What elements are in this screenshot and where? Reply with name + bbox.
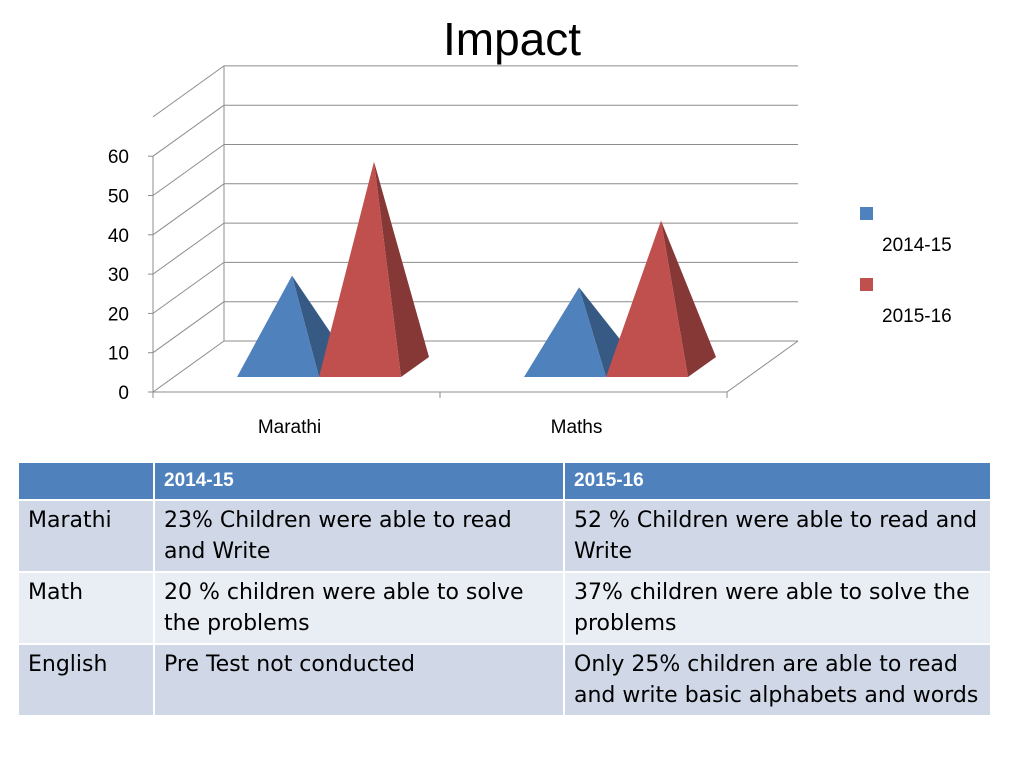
result-2014-15-cell: 20 % children were able to solve the pro… — [153, 571, 565, 645]
legend-swatch — [860, 207, 873, 220]
chart-gridlines — [152, 65, 799, 393]
y-tick-label: 40 — [108, 226, 129, 247]
y-axis-tick-labels: 0 10 20 30 40 50 60 — [108, 147, 129, 404]
result-2015-16-cell: 52 % Children were able to read and Writ… — [563, 499, 992, 573]
result-2014-15-cell: 23% Children were able to read and Write — [153, 499, 565, 573]
impact-table: 2014-15 2015-16 Marathi 23% Children wer… — [17, 461, 992, 717]
table-header-row: 2014-15 2015-16 — [17, 461, 992, 501]
pyramid-bar — [319, 161, 401, 377]
table-row: Math 20 % children were able to solve th… — [17, 571, 992, 645]
y-tick-label: 50 — [108, 187, 129, 208]
legend-swatch — [860, 278, 873, 291]
pyramid-chart: 0 10 20 30 40 50 60 Marathi Maths 2014-15 2015-1… — [108, 65, 952, 438]
x-category-label: Marathi — [258, 417, 321, 438]
chart-bars — [237, 161, 716, 377]
y-tick-label: 30 — [108, 265, 129, 286]
chart-legend: 2014-15 2015-16 — [860, 207, 952, 327]
y-tick-label: 60 — [108, 147, 129, 168]
side-gridline — [152, 144, 225, 196]
side-gridline — [152, 340, 225, 393]
header-cell-2014-15: 2014-15 — [153, 461, 565, 501]
side-gridline — [152, 301, 225, 354]
x-axis-category-labels: Marathi Maths — [258, 417, 603, 438]
subject-cell: English — [17, 643, 155, 717]
x-category-label: Maths — [551, 417, 603, 438]
side-gridline — [152, 65, 225, 118]
table-row: English Pre Test not conducted Only 25% … — [17, 643, 992, 717]
table-row: Marathi 23% Children were able to read a… — [17, 499, 992, 573]
pyramid-side-face — [374, 161, 429, 377]
page-title: Impact — [442, 13, 582, 65]
subject-cell: Marathi — [17, 499, 155, 573]
side-gridline — [152, 104, 225, 157]
y-tick-label: 0 — [118, 383, 129, 404]
side-gridline — [152, 222, 225, 275]
side-gridline — [152, 261, 225, 314]
chart-axes — [148, 155, 728, 398]
y-tick-label: 10 — [108, 344, 129, 365]
floor-edge — [726, 340, 799, 393]
subject-cell: Math — [17, 571, 155, 645]
y-tick-label: 20 — [108, 304, 129, 325]
side-gridline — [152, 183, 225, 236]
pyramid-bar — [606, 220, 688, 377]
legend-label: 2015-16 — [882, 306, 952, 327]
header-cell-subject — [17, 461, 155, 501]
result-2015-16-cell: Only 25% children are able to read and w… — [563, 643, 992, 717]
result-2014-15-cell: Pre Test not conducted — [153, 643, 565, 717]
pyramid-side-face — [661, 220, 716, 377]
pyramid-bar — [524, 287, 606, 377]
header-cell-2015-16: 2015-16 — [563, 461, 992, 501]
legend-label: 2014-15 — [882, 235, 952, 256]
result-2015-16-cell: 37% children were able to solve the prob… — [563, 571, 992, 645]
pyramid-bar — [237, 275, 319, 377]
